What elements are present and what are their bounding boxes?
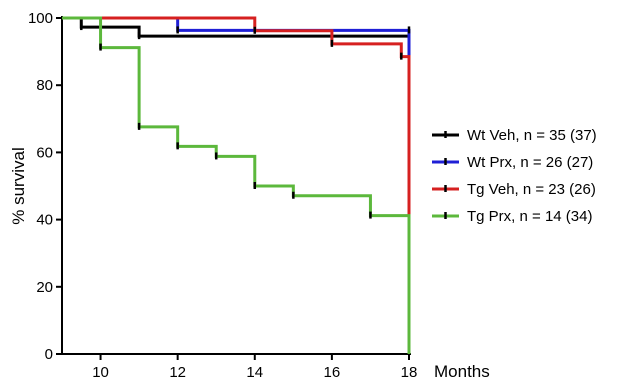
x-tick-label: 16 <box>324 364 341 380</box>
series-2 <box>62 18 409 354</box>
series-line <box>62 18 409 354</box>
series-line <box>62 18 409 354</box>
legend-item-0: Wt Veh, n = 35 (37) <box>432 127 597 144</box>
legend-item-2: Tg Veh, n = 23 (26) <box>432 181 596 198</box>
series-layer <box>62 18 409 354</box>
x-axis-title: Months <box>434 362 490 380</box>
series-line <box>62 18 409 354</box>
x-tick-label: 18 <box>401 364 418 380</box>
series-3 <box>62 18 409 354</box>
axes-layer: 0 20 40 60 80 100 10 12 14 16 18 Months % survival <box>9 10 490 380</box>
series-0 <box>62 18 409 354</box>
y-tick-label: 40 <box>36 212 53 229</box>
x-tick-label: 10 <box>92 364 109 380</box>
y-axis-title: % survival <box>9 147 28 224</box>
legend-label: Wt Veh, n = 35 (37) <box>467 127 597 144</box>
y-tick-label: 60 <box>36 144 53 161</box>
x-tick-label: 14 <box>246 364 263 380</box>
series-line <box>62 18 409 354</box>
y-tick-label: 20 <box>36 279 53 296</box>
legend-label: Wt Prx, n = 26 (27) <box>467 154 593 171</box>
legend-item-1: Wt Prx, n = 26 (27) <box>432 154 593 171</box>
y-tick-label: 80 <box>36 77 53 94</box>
x-tick-label: 12 <box>169 364 186 380</box>
y-tick-label: 100 <box>28 10 53 27</box>
legend-label: Tg Prx, n = 14 (34) <box>467 208 592 225</box>
legend-label: Tg Veh, n = 23 (26) <box>467 181 596 198</box>
series-1 <box>62 18 409 354</box>
y-tick-label: 0 <box>45 346 53 363</box>
legend-item-3: Tg Prx, n = 14 (34) <box>432 208 592 225</box>
legend: Wt Veh, n = 35 (37) Wt Prx, n = 26 (27) Tg… <box>432 127 597 225</box>
